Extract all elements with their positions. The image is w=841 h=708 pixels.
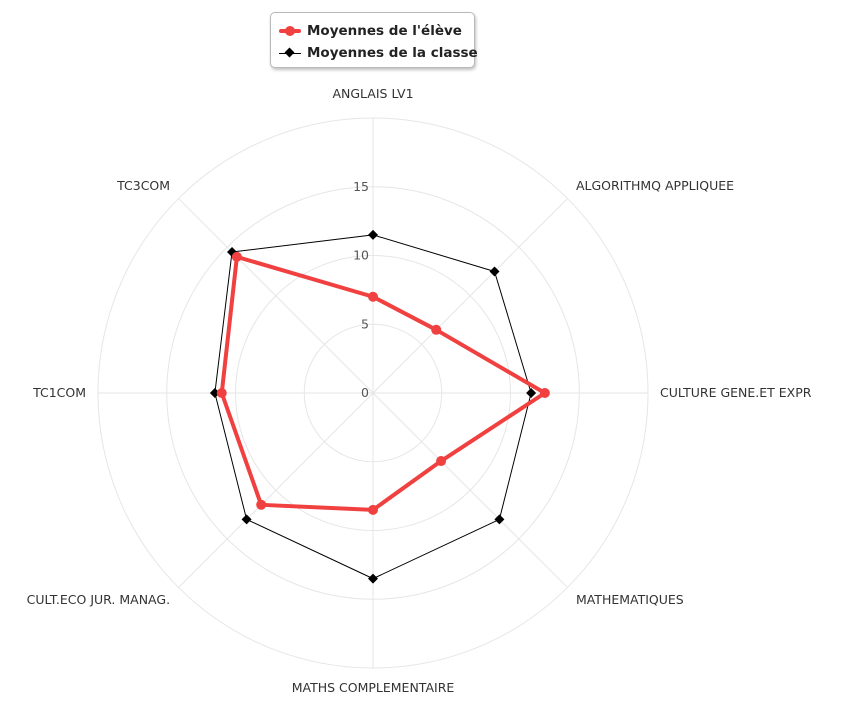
data-point[interactable] [489, 266, 500, 277]
data-point[interactable] [368, 504, 378, 515]
data-point[interactable] [526, 388, 537, 398]
axis-label: ALGORITHMQ APPLIQUEE [576, 178, 734, 193]
data-point[interactable] [231, 251, 242, 262]
data-point[interactable] [256, 499, 267, 510]
data-point[interactable] [431, 324, 442, 335]
legend: Moyennes de l'élève Moyennes de la class… [270, 12, 478, 68]
axis-label: MATHEMATIQUES [576, 592, 684, 607]
data-point[interactable] [368, 229, 378, 240]
data-point[interactable] [216, 388, 227, 398]
radial-tick-label: 0 [361, 385, 369, 400]
axis-label: CULTURE GENE.ET EXPR [660, 385, 812, 400]
axis-label: ANGLAIS LV1 [332, 86, 413, 101]
axis-labels: ANGLAIS LV1 ALGORITHMQ APPLIQUEE CULTURE G… [27, 86, 812, 695]
data-point[interactable] [227, 247, 238, 258]
legend-label: Moyennes de l'élève [307, 23, 462, 39]
radial-tick-label: 10 [353, 248, 369, 263]
radar-grid [97, 117, 649, 669]
legend-label: Moyennes de la classe [307, 45, 478, 61]
axis-label: MATHS COMPLEMENTAIRE [292, 680, 455, 695]
grid-spoke [178, 392, 374, 588]
grid-spoke [372, 198, 568, 394]
radial-tick-label: 5 [361, 316, 369, 331]
data-point[interactable] [368, 573, 378, 584]
radial-tick-label: 15 [353, 179, 369, 194]
legend-line-circle-icon [279, 24, 301, 38]
data-point[interactable] [368, 291, 378, 302]
data-point[interactable] [209, 388, 220, 398]
grid-spoke [372, 392, 568, 588]
series-layer [209, 229, 550, 584]
legend-line-diamond-icon [279, 46, 301, 60]
grid-spoke [178, 198, 374, 394]
axis-label: CULT.ECO JUR. MANAG. [27, 592, 170, 607]
data-point[interactable] [494, 514, 505, 525]
data-point[interactable] [241, 514, 252, 525]
data-point[interactable] [539, 388, 550, 398]
data-point[interactable] [436, 456, 447, 467]
axis-label: TC1COM [32, 385, 86, 400]
axis-label: TC3COM [116, 178, 170, 193]
legend-item-eleve[interactable]: Moyennes de l'élève [279, 22, 462, 40]
radial-tick-labels: 0 5 10 15 [353, 179, 369, 400]
legend-item-classe[interactable]: Moyennes de la classe [279, 44, 478, 62]
